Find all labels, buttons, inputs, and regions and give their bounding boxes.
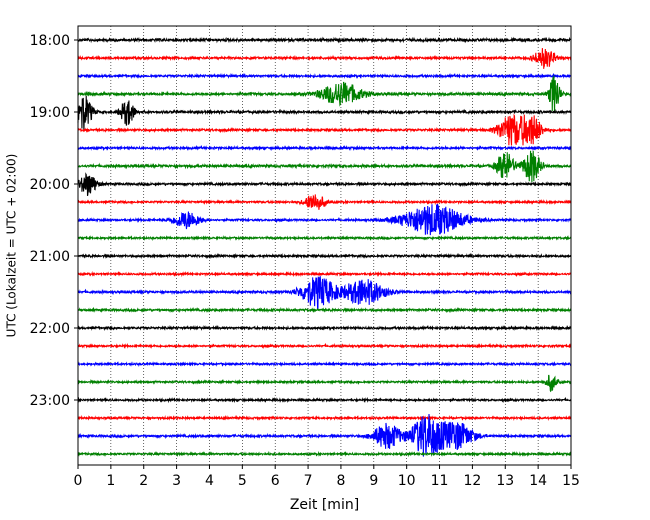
y-axis-ticks: 18:00 19:00 20:00 21:00 22:00 23:00 bbox=[30, 33, 78, 409]
seismogram-trace bbox=[77, 36, 572, 44]
vertical-grid bbox=[110, 26, 539, 465]
x-tick-label: 15 bbox=[562, 473, 580, 489]
x-axis-ticks: 0 1 2 3 4 5 6 7 8 9 10 11 12 13 14 15 bbox=[74, 465, 580, 489]
x-tick-label: 0 bbox=[74, 473, 83, 489]
seismogram-trace bbox=[77, 203, 572, 236]
x-tick-label: 9 bbox=[369, 473, 378, 489]
seismogram-trace bbox=[77, 252, 572, 260]
y-tick-label: 22:00 bbox=[30, 321, 70, 337]
x-tick-label: 10 bbox=[398, 473, 416, 489]
y-tick-label: 18:00 bbox=[30, 33, 70, 49]
seismogram-trace bbox=[77, 270, 572, 278]
seismogram-trace bbox=[77, 75, 572, 113]
x-tick-label: 5 bbox=[238, 473, 247, 489]
seismogram-trace bbox=[77, 95, 572, 132]
plot-frame bbox=[77, 25, 572, 466]
seismogram-trace bbox=[77, 324, 572, 332]
x-tick-label: 12 bbox=[463, 473, 481, 489]
x-tick-label: 6 bbox=[271, 473, 280, 489]
seismogram-trace bbox=[77, 414, 572, 457]
x-tick-label: 8 bbox=[336, 473, 345, 489]
seismogram-trace bbox=[77, 276, 572, 310]
seismogram-trace bbox=[77, 48, 572, 69]
seismogram-trace bbox=[77, 450, 572, 458]
seismogram-trace bbox=[77, 374, 572, 393]
x-tick-label: 4 bbox=[205, 473, 214, 489]
seismogram-trace bbox=[77, 72, 572, 80]
seismogram-trace bbox=[77, 144, 572, 152]
x-tick-label: 3 bbox=[172, 473, 181, 489]
seismogram-trace bbox=[77, 396, 572, 404]
seismogram-trace bbox=[77, 172, 572, 196]
y-tick-label: 23:00 bbox=[30, 393, 70, 409]
x-tick-label: 7 bbox=[304, 473, 313, 489]
x-tick-label: 1 bbox=[106, 473, 115, 489]
y-tick-label: 19:00 bbox=[30, 105, 70, 121]
y-tick-label: 20:00 bbox=[30, 177, 70, 193]
y-axis-title: UTC (Lokalzeit = UTC + 02:00) bbox=[5, 154, 19, 338]
x-tick-label: 11 bbox=[431, 473, 449, 489]
seismogram-trace bbox=[77, 194, 572, 210]
seismogram-trace bbox=[77, 414, 572, 422]
x-axis-title: Zeit [min] bbox=[290, 497, 359, 513]
x-tick-label: 2 bbox=[139, 473, 148, 489]
seismogram-trace bbox=[77, 360, 572, 368]
seismogram-trace bbox=[77, 306, 572, 314]
x-tick-label: 14 bbox=[529, 473, 547, 489]
seismogram-trace bbox=[77, 150, 572, 183]
seismogram-trace bbox=[77, 234, 572, 242]
y-tick-label: 21:00 bbox=[30, 249, 70, 265]
trace-layer bbox=[77, 36, 572, 458]
seismogram-trace bbox=[77, 113, 572, 146]
seismogram-trace bbox=[77, 342, 572, 350]
x-tick-label: 13 bbox=[496, 473, 514, 489]
